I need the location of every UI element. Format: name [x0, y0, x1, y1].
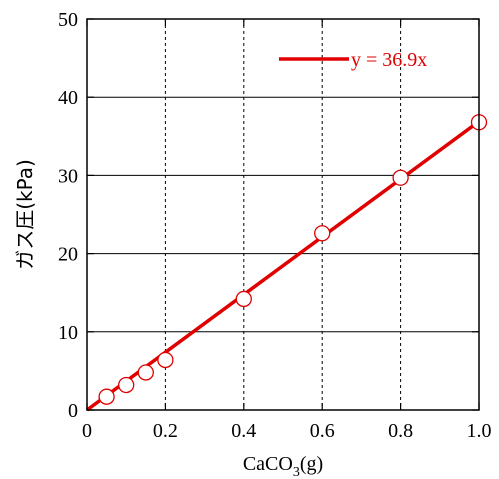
data-point — [137, 364, 154, 381]
x-axis-label-subscript: 3 — [293, 465, 300, 479]
x-tick-label: 0.8 — [388, 420, 413, 442]
tick-labels: 0 0.2 0.4 0.6 0.8 1.0 0 10 20 30 40 50 — [58, 9, 492, 442]
y-tick-label: 10 — [58, 322, 78, 344]
data-point — [392, 169, 409, 186]
x-axis-label-unit: (g) — [300, 453, 323, 475]
x-tick-label: 1.0 — [467, 420, 492, 442]
data-points — [98, 114, 488, 405]
data-point — [118, 376, 135, 394]
y-tick-label: 40 — [58, 87, 78, 109]
y-tick-label: 50 — [58, 9, 78, 31]
y-tick-label: 0 — [68, 400, 78, 422]
fit-line — [85, 120, 481, 412]
x-axis-label: CaCO3(g) — [243, 453, 323, 479]
x-tick-label: 0 — [82, 420, 92, 442]
legend-label: y = 36.9x — [351, 49, 427, 71]
grid — [87, 19, 479, 410]
data-point — [314, 225, 331, 242]
x-tick-label: 0.2 — [153, 420, 178, 442]
data-point — [157, 351, 174, 369]
axis-ticks — [86, 18, 480, 411]
x-axis-label-main: CaCO — [243, 453, 293, 475]
x-tick-label: 0.6 — [310, 420, 335, 442]
plot-frame — [86, 18, 480, 411]
y-axis-label: ガス圧(kPa) — [13, 159, 37, 270]
data-point — [235, 290, 252, 308]
y-tick-label: 30 — [58, 165, 78, 187]
y-tick-label: 20 — [58, 244, 78, 266]
data-point — [98, 388, 115, 405]
legend: y = 36.9x — [279, 49, 427, 71]
fit-line-group — [85, 120, 481, 412]
x-tick-label: 0.4 — [231, 420, 256, 442]
